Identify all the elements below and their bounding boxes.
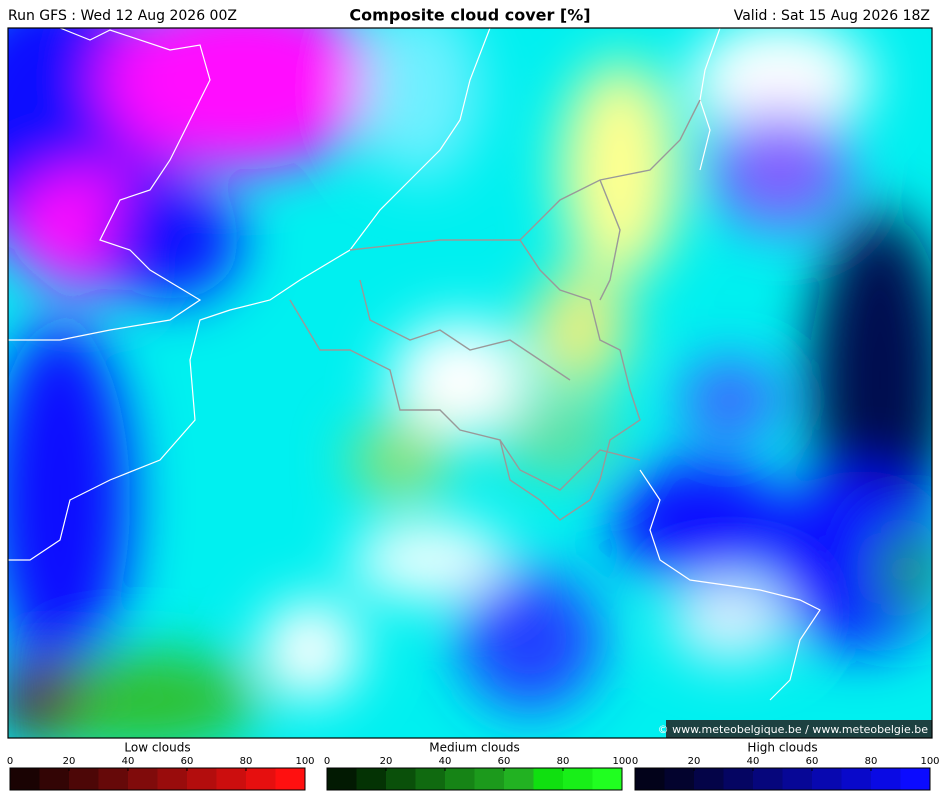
- color-cell: [275, 768, 306, 790]
- tick-label: 40: [747, 756, 760, 767]
- tick-label: 20: [63, 756, 76, 767]
- color-bar-frame: [634, 767, 931, 791]
- color-cell: [635, 768, 665, 790]
- legend-title: High clouds: [747, 741, 817, 755]
- tick-label: 40: [439, 756, 452, 767]
- color-cell: [246, 768, 276, 790]
- color-cell: [782, 768, 813, 790]
- color-cell: [694, 768, 724, 790]
- color-cell: [98, 768, 129, 790]
- tick-label: 60: [806, 756, 819, 767]
- color-cell: [664, 768, 695, 790]
- tick-label: 100: [295, 756, 314, 767]
- tick-label: 80: [865, 756, 878, 767]
- valid-label: Valid : Sat 15 Aug 2026 18Z: [734, 8, 930, 24]
- tick-label: 0: [7, 756, 13, 767]
- run-label: Run GFS : Wed 12 Aug 2026 00Z: [8, 8, 237, 24]
- map: © www.meteobelgique.be / www.meteobelgie…: [8, 28, 932, 738]
- map-title: Composite cloud cover [%]: [349, 6, 590, 25]
- color-cell: [753, 768, 783, 790]
- legends: Low clouds 0 20 40 60 80 100 Medium clouds 0 20 40…: [7, 741, 940, 791]
- credit: © www.meteobelgique.be / www.meteobelgie…: [658, 723, 929, 736]
- color-bar-frame: [9, 767, 306, 791]
- color-cell: [157, 768, 188, 790]
- color-cell: [128, 768, 158, 790]
- color-cell: [812, 768, 842, 790]
- color-cell: [841, 768, 872, 790]
- color-cell: [10, 768, 40, 790]
- tick-label: 80: [557, 756, 570, 767]
- color-cell: [445, 768, 475, 790]
- color-cell: [39, 768, 70, 790]
- tick-label: 60: [498, 756, 511, 767]
- tick-label: 60: [181, 756, 194, 767]
- tick-label: 0: [324, 756, 330, 767]
- color-cell: [386, 768, 416, 790]
- color-cell: [533, 768, 564, 790]
- legend-title: Low clouds: [124, 741, 190, 755]
- color-cell: [187, 768, 217, 790]
- color-cell: [69, 768, 99, 790]
- tick-label: 100: [920, 756, 939, 767]
- tick-label: 80: [240, 756, 253, 767]
- color-cell: [563, 768, 593, 790]
- tick-label: 0: [632, 756, 638, 767]
- tick-label: 20: [688, 756, 701, 767]
- tick-label: 100: [612, 756, 631, 767]
- color-cell: [723, 768, 754, 790]
- color-cell: [871, 768, 901, 790]
- color-cell: [504, 768, 534, 790]
- color-cell: [356, 768, 387, 790]
- color-cell: [900, 768, 931, 790]
- color-bar-frame: [326, 767, 623, 791]
- tick-label: 20: [380, 756, 393, 767]
- color-cell: [216, 768, 247, 790]
- legend-title: Medium clouds: [429, 741, 520, 755]
- tick-label: 40: [122, 756, 135, 767]
- color-cell: [474, 768, 505, 790]
- color-cell: [327, 768, 357, 790]
- color-cell: [592, 768, 623, 790]
- color-cell: [415, 768, 446, 790]
